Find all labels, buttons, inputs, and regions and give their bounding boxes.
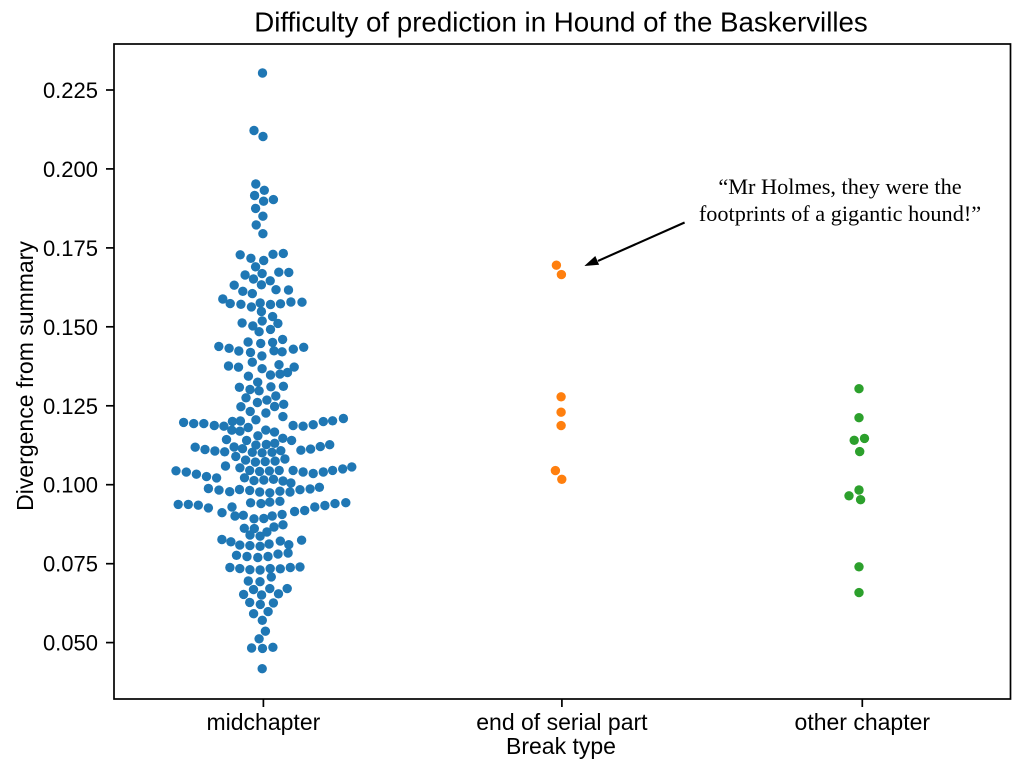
svg-text:other chapter: other chapter <box>795 709 931 735</box>
svg-text:midchapter: midchapter <box>207 709 321 735</box>
svg-text:end of serial part: end of serial part <box>476 709 648 735</box>
svg-text:Divergence from summary: Divergence from summary <box>12 241 38 511</box>
svg-text:Difficulty of prediction in Ho: Difficulty of prediction in Hound of the… <box>254 7 868 38</box>
svg-text:0.150: 0.150 <box>43 315 98 340</box>
svg-text:0.175: 0.175 <box>43 236 98 261</box>
svg-text:0.100: 0.100 <box>43 473 98 498</box>
svg-text:footprints of a gigantic hound: footprints of a gigantic hound!” <box>699 201 981 226</box>
svg-text:0.225: 0.225 <box>43 78 98 103</box>
svg-text:0.075: 0.075 <box>43 552 98 577</box>
svg-text:0.050: 0.050 <box>43 631 98 656</box>
svg-text:Break type: Break type <box>506 733 616 759</box>
svg-text:0.200: 0.200 <box>43 157 98 182</box>
svg-text:0.125: 0.125 <box>43 394 98 419</box>
svg-text:“Mr Holmes, they were the: “Mr Holmes, they were the <box>718 174 961 199</box>
